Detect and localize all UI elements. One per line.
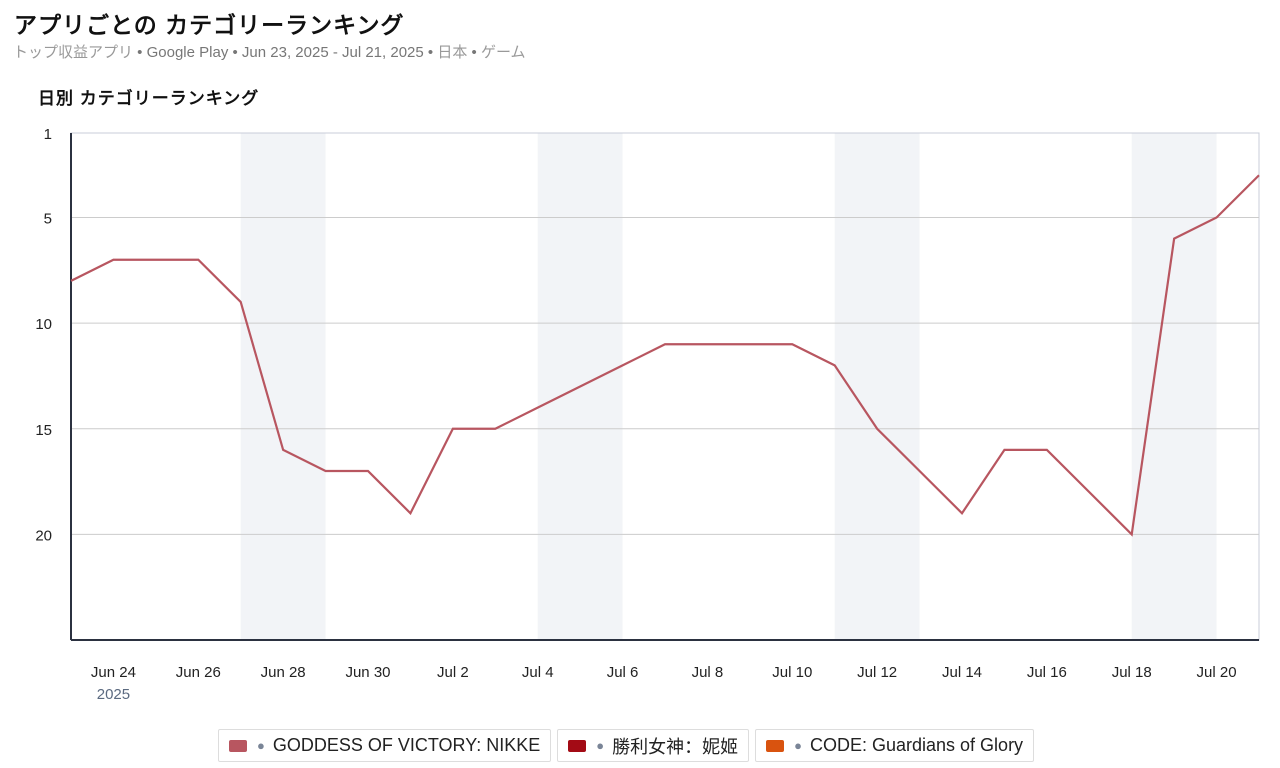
x-tick-label: Jun 30 — [345, 664, 390, 681]
separator: • — [133, 44, 147, 61]
separator: • — [423, 44, 438, 61]
x-tick-year: 2025 — [97, 686, 130, 703]
legend-swatch — [229, 739, 247, 752]
separator: • — [467, 44, 481, 61]
legend-item[interactable]: ● CODE: Guardians of Glory — [755, 729, 1035, 762]
subtitle-date-range: Jun 23, 2025 - Jul 21, 2025 — [241, 44, 424, 61]
legend-label: CODE: Guardians of Glory — [809, 735, 1024, 755]
weekend-band — [834, 133, 920, 640]
android-icon: ● — [596, 738, 605, 753]
x-tick-label: Jul 12 — [857, 664, 897, 681]
x-tick-label: Jul 2 — [437, 664, 469, 681]
x-tick-label: Jul 18 — [1112, 664, 1152, 681]
subtitle-category: トップ収益アプリ — [13, 44, 134, 61]
weekend-band — [240, 133, 326, 640]
x-tick-label: Jun 28 — [261, 664, 306, 681]
subtitle-genre: ゲーム — [480, 44, 526, 61]
weekend-band — [1131, 133, 1217, 640]
x-tick-label: Jul 8 — [692, 664, 724, 681]
page-subtitle: トップ収益アプリ • Google Play • Jun 23, 2025 - … — [13, 41, 526, 62]
x-tick-label: Jul 14 — [942, 664, 982, 681]
android-icon: ● — [257, 738, 265, 753]
x-tick-label: Jul 16 — [1027, 664, 1067, 681]
x-tick-label: Jun 24 — [91, 664, 136, 681]
x-tick-label: Jul 4 — [522, 664, 554, 681]
legend-label: GODDESS OF VICTORY: NIKKE — [272, 735, 541, 755]
x-tick-label: Jun 26 — [176, 664, 221, 681]
legend-item[interactable]: ● GODDESS OF VICTORY: NIKKE — [218, 729, 552, 762]
legend-item[interactable]: ● 勝利女神：妮姬 — [557, 729, 750, 762]
legend-label: 勝利女神：妮姬 — [612, 736, 739, 757]
separator: • — [228, 44, 242, 61]
y-tick-label: 20 — [35, 527, 52, 544]
y-tick-label: 15 — [35, 422, 52, 439]
legend-swatch — [766, 739, 785, 752]
chart-title: 日別 カテゴリーランキング — [38, 89, 260, 108]
y-tick-label: 10 — [35, 316, 52, 333]
x-tick-label: Jul 10 — [772, 664, 812, 681]
y-tick-label: 5 — [44, 211, 52, 228]
subtitle-store: Google Play — [146, 44, 229, 61]
series-line — [70, 174, 1260, 537]
y-tick-label: 1 — [44, 126, 52, 143]
android-icon: ● — [794, 738, 802, 753]
x-tick-label: Jul 6 — [607, 664, 639, 681]
page-title: アプリごとの カテゴリーランキング — [14, 12, 405, 38]
x-tick-label: Jul 20 — [1197, 664, 1237, 681]
subtitle-country: 日本 — [437, 44, 468, 61]
legend: ● GODDESS OF VICTORY: NIKKE ● 勝利女神：妮姬 ● CODE:… — [218, 729, 1035, 762]
legend-swatch — [568, 739, 587, 752]
